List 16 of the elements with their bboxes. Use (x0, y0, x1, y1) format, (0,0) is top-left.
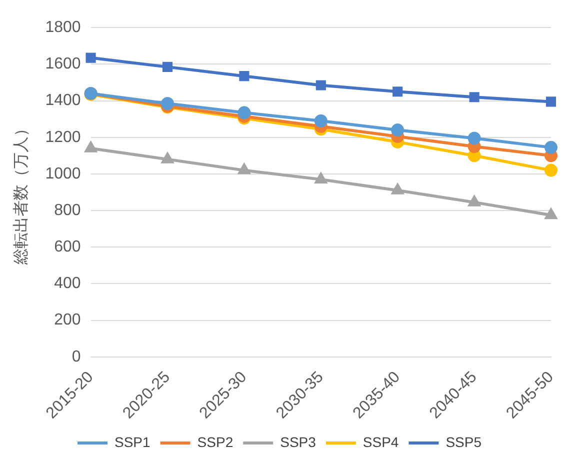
legend-label: SSP5 (446, 434, 482, 450)
y-tick-label: 400 (54, 275, 81, 292)
legend-label: SSP3 (280, 434, 316, 450)
y-tick-label: 1200 (45, 128, 81, 146)
y-tick-label: 0 (72, 348, 81, 366)
y-tick-label: 1800 (45, 19, 81, 36)
y-tick-label: 1600 (45, 56, 81, 73)
y-axis-title: 総転出者数（万人） (12, 120, 30, 266)
legend-label: SSP4 (362, 434, 399, 450)
y-tick-label: 1000 (45, 165, 81, 182)
y-tick-label: 1400 (45, 92, 81, 110)
legend-label: SSP2 (197, 434, 234, 450)
y-tick-label: 200 (54, 312, 81, 329)
legend-label: SSP1 (114, 434, 151, 450)
y-tick-label: 800 (54, 202, 81, 219)
y-tick-label: 600 (54, 238, 81, 256)
